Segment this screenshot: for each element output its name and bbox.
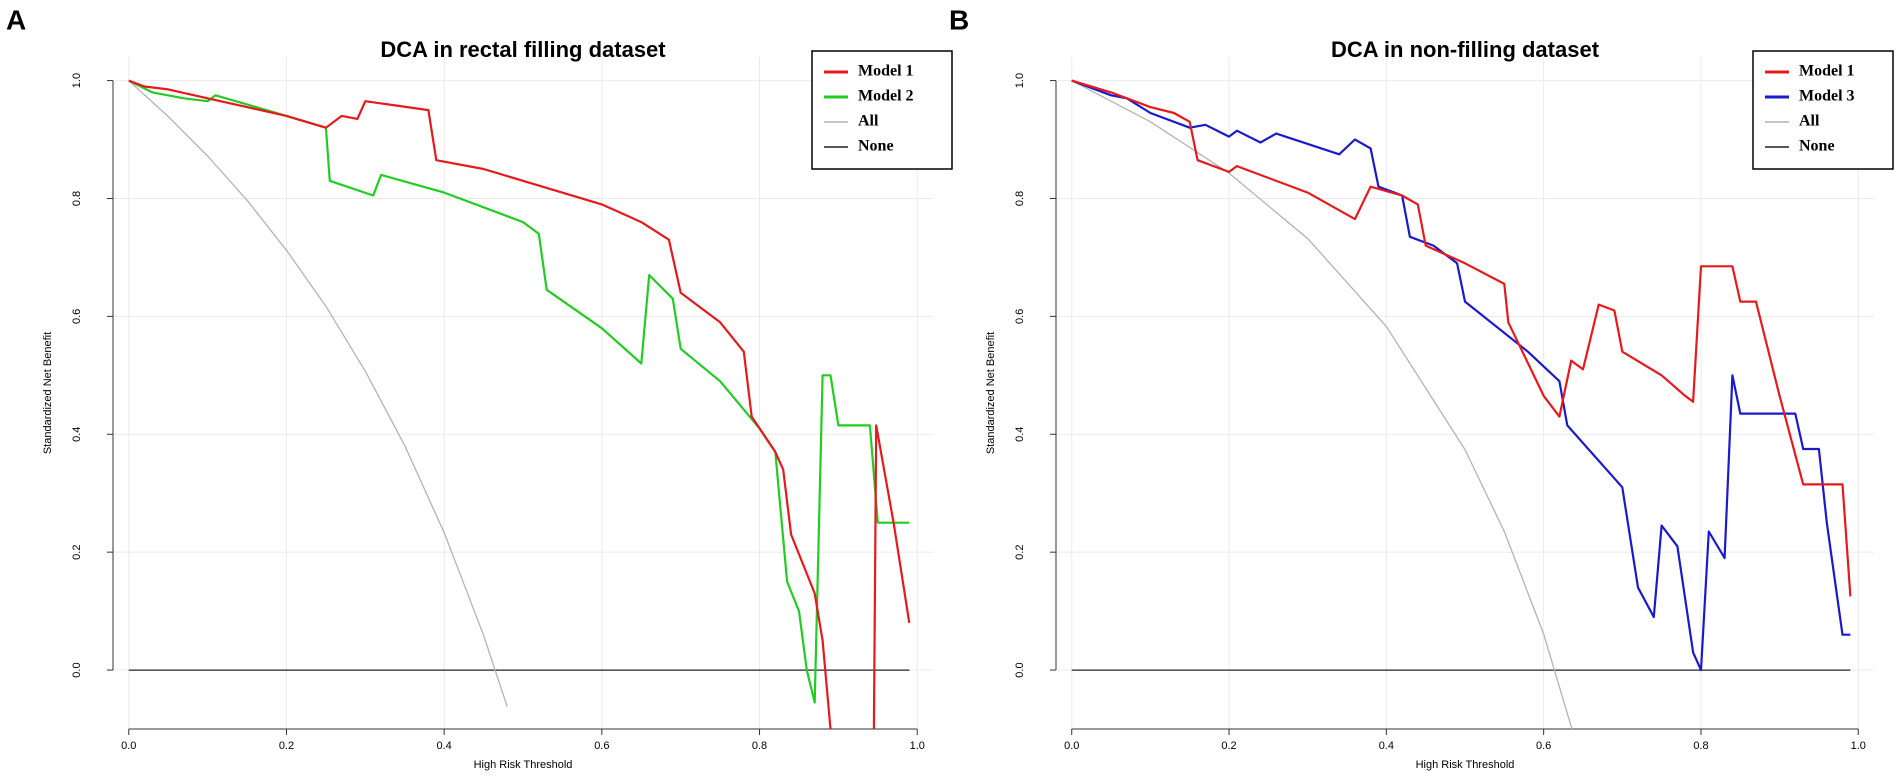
- legend-label: None: [858, 138, 894, 155]
- y-tick-label: 0.6: [1014, 309, 1026, 324]
- y-axis-label: Standardized Net Benefit: [985, 332, 997, 454]
- series-line: [1071, 79, 1852, 597]
- chart-title: DCA in non-filling dataset: [1331, 37, 1600, 62]
- legend-label: Model 1: [858, 63, 914, 80]
- lines: [128, 79, 911, 729]
- y-tick-label: 0.4: [1014, 427, 1026, 442]
- series-line: [128, 79, 911, 729]
- legend-label: Model 1: [1799, 63, 1855, 80]
- x-tick-label: 0.4: [437, 740, 452, 752]
- series-line: [1071, 80, 1573, 729]
- y-tick-label: 0.0: [1014, 662, 1026, 677]
- panel: B DCA in non-filling dataset High Risk Thr…: [949, 4, 1894, 771]
- legend-label: All: [858, 113, 879, 130]
- x-axis-label: High Risk Threshold: [1416, 759, 1515, 771]
- legend-label: Model 3: [1799, 88, 1855, 105]
- legend-label: Model 2: [858, 88, 914, 105]
- x-tick-label: 1.0: [1851, 740, 1866, 752]
- y-tick-label: 0.6: [71, 309, 83, 324]
- series-line: [128, 79, 910, 704]
- y-tick-label: 0.0: [71, 662, 83, 677]
- y-tick-label: 0.2: [71, 545, 83, 560]
- x-tick-label: 0.8: [752, 740, 767, 752]
- x-tick-label: 0.0: [1064, 740, 1079, 752]
- x-tick-label: 0.2: [1221, 740, 1236, 752]
- y-tick-label: 0.2: [1014, 545, 1026, 560]
- x-tick-label: 1.0: [910, 740, 925, 752]
- lines: [1071, 79, 1852, 729]
- series-line: [128, 80, 508, 707]
- x-tick-label: 0.0: [121, 740, 136, 752]
- x-tick-label: 0.6: [1536, 740, 1551, 752]
- panel-label: A: [6, 4, 26, 35]
- chart-title: DCA in rectal filling dataset: [380, 37, 666, 62]
- y-tick-label: 1.0: [71, 73, 83, 88]
- legend-label: All: [1799, 113, 1820, 130]
- y-tick-label: 1.0: [1014, 73, 1026, 88]
- series-line: [1071, 79, 1851, 672]
- panel: A DCA in rectal filling dataset High Risk …: [6, 4, 953, 771]
- y-tick-label: 0.8: [71, 191, 83, 206]
- x-tick-label: 0.6: [594, 740, 609, 752]
- x-tick-label: 0.2: [279, 740, 294, 752]
- x-tick-label: 0.4: [1379, 740, 1394, 752]
- x-tick-label: 0.8: [1693, 740, 1708, 752]
- y-axis-label: Standardized Net Benefit: [42, 332, 54, 454]
- x-axis-label: High Risk Threshold: [474, 759, 573, 771]
- legend-label: None: [1799, 138, 1835, 155]
- y-tick-label: 0.8: [1014, 191, 1026, 206]
- y-tick-label: 0.4: [71, 427, 83, 442]
- panel-label: B: [949, 4, 969, 35]
